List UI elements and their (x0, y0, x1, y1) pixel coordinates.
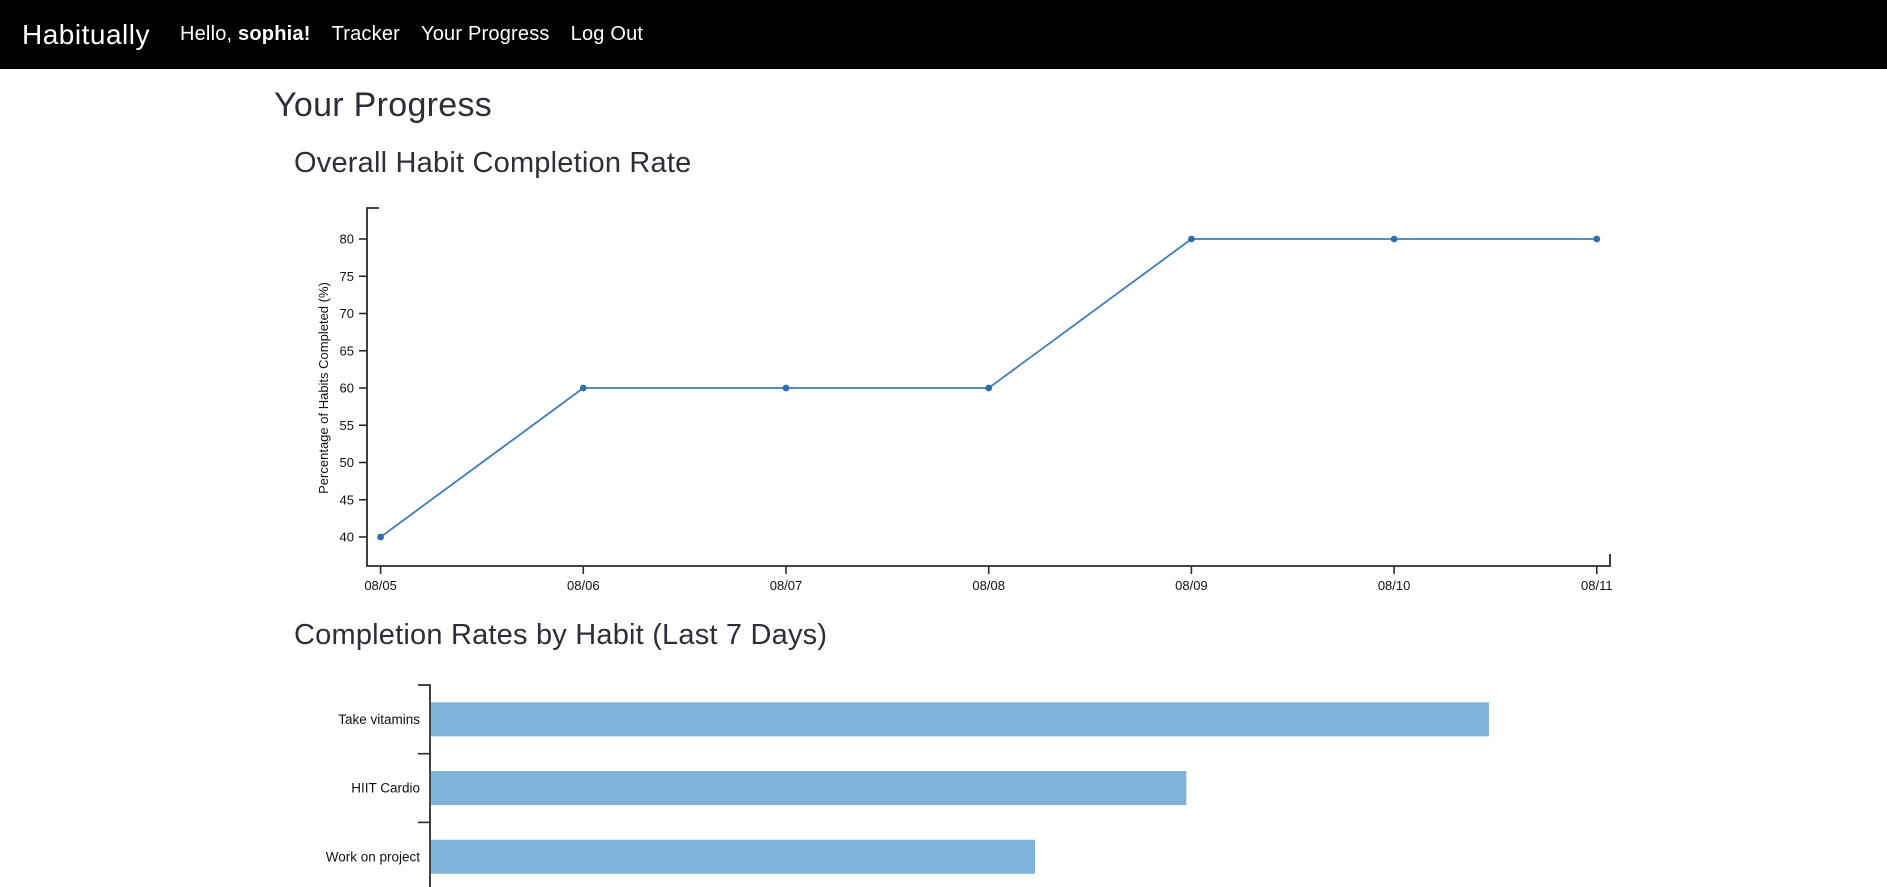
brand-logo[interactable]: Habitually (22, 18, 150, 50)
data-point (1188, 235, 1195, 243)
data-point (782, 384, 790, 392)
data-point (579, 384, 587, 392)
category-label: Take vitamins (338, 712, 420, 727)
greeting-prefix: Hello, (179, 23, 239, 45)
x-axis-tick-label: 08/05 (364, 578, 397, 593)
line-chart: 40 45 50 55 60 65 70 75 80 08/05 08/06 08/07 08/08 08… (316, 207, 1613, 593)
y-axis-tick-label: 70 (340, 306, 354, 321)
nav-item-log-out[interactable]: Log Out (570, 23, 644, 45)
y-axis-tick-label: 65 (340, 343, 354, 358)
y-axis-title: Percentage of Habits Completed (%) (316, 282, 331, 494)
page-title: Your Progress (274, 86, 493, 124)
x-axis-tick-label: 08/06 (567, 578, 600, 593)
bar (430, 771, 1187, 806)
line-chart-heading: Overall Habit Completion Rate (294, 147, 692, 179)
nav-greeting: Hello, sophia! (180, 23, 311, 46)
category-label: HIIT Cardio (351, 781, 420, 796)
y-axis-tick-label: 55 (340, 418, 354, 433)
x-axis-tick-label: 08/11 (1581, 578, 1613, 593)
nav-links: Hello, sophia! Tracker Your Progress Log… (180, 23, 643, 46)
line-chart-axis (366, 207, 1611, 567)
x-axis-tick-label: 08/08 (972, 578, 1005, 593)
y-axis-tick-label: 60 (340, 381, 354, 396)
bar-chart: Take vitamins HIIT Cardio Work on project (326, 684, 1489, 887)
y-axis-tick-label: 40 (340, 530, 354, 545)
data-point (1390, 235, 1398, 243)
y-axis-tick-label: 45 (340, 492, 354, 507)
y-axis-tick-label: 75 (340, 269, 354, 284)
y-axis-tick-label: 50 (340, 455, 354, 470)
data-point (1593, 235, 1601, 243)
greeting-username: sophia! (238, 23, 311, 45)
y-axis-tick-label: 80 (340, 232, 354, 247)
bar (430, 839, 1036, 874)
x-axis-tick-label: 08/10 (1378, 578, 1411, 593)
bar-chart-axis (418, 684, 431, 887)
x-axis-tick-label: 08/09 (1175, 578, 1208, 593)
bar (430, 702, 1489, 737)
navbar: Habitually Hello, sophia! Tracker Your P… (0, 0, 1887, 69)
data-point (377, 533, 384, 541)
category-label: Work on project (326, 849, 421, 864)
data-point (985, 384, 993, 392)
nav-item-tracker[interactable]: Tracker (331, 23, 401, 45)
nav-item-your-progress[interactable]: Your Progress (421, 23, 550, 45)
bar-chart-heading: Completion Rates by Habit (Last 7 Days) (294, 619, 828, 651)
x-axis-tick-label: 08/07 (770, 578, 803, 593)
